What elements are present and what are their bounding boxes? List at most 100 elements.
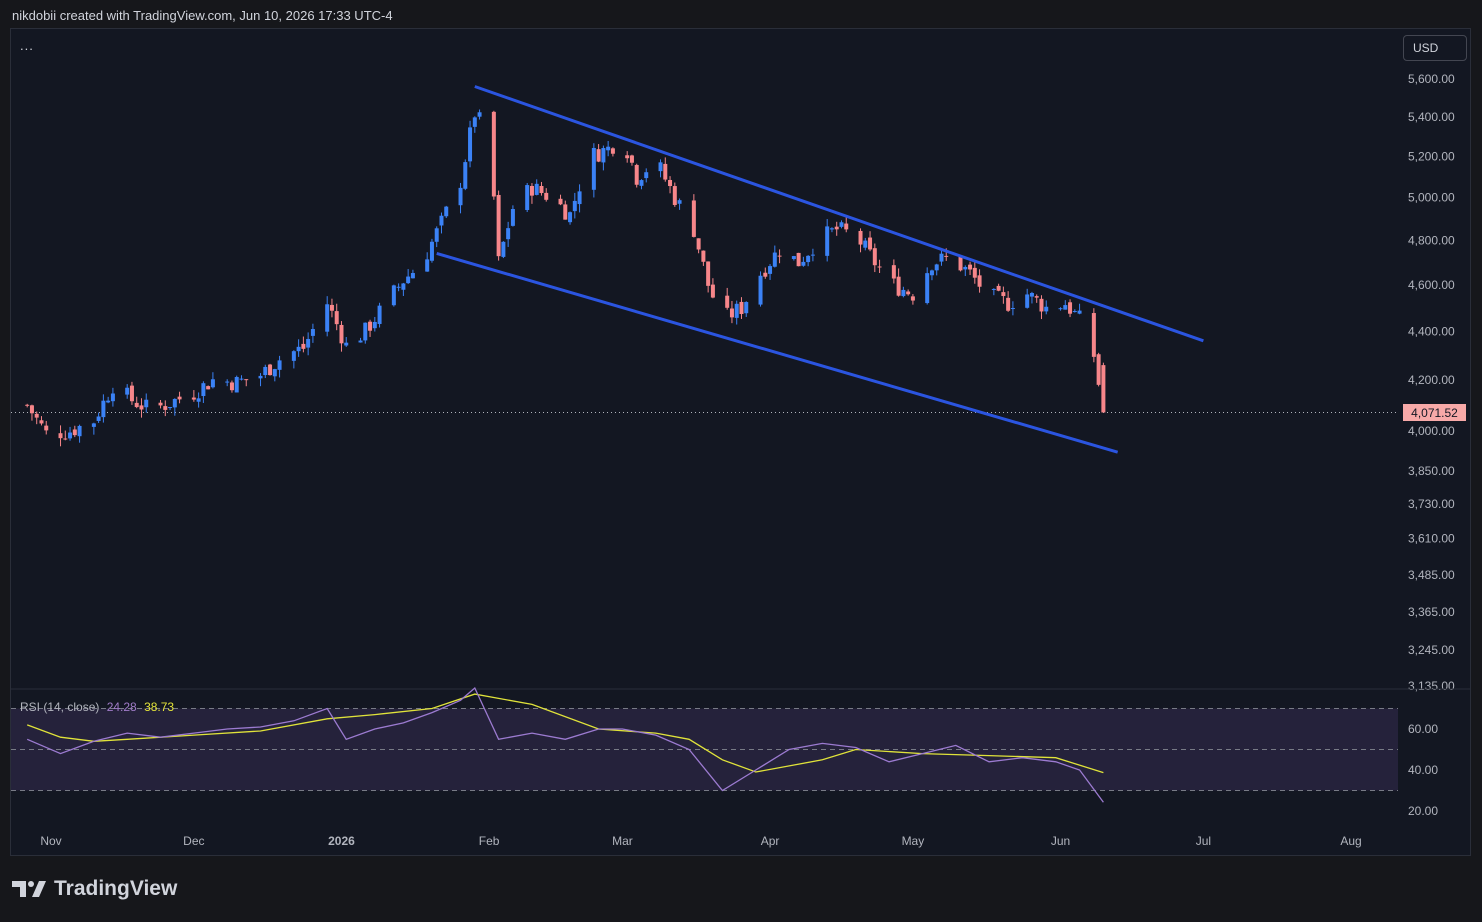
candle-body — [334, 311, 339, 325]
candle-body — [396, 286, 401, 288]
candle-body — [101, 400, 106, 418]
candle-body — [691, 200, 696, 237]
candle-body — [910, 296, 915, 301]
candle-body — [944, 255, 949, 257]
time-axis-tick-label: Aug — [1340, 834, 1361, 848]
tradingview-logo[interactable]: TradingView — [12, 877, 177, 901]
candle-body — [339, 324, 344, 344]
price-axis-tick-label: 3,850.00 — [1408, 464, 1455, 478]
candle-body — [196, 398, 201, 402]
candle-body — [72, 429, 77, 436]
candle-body — [634, 164, 639, 185]
price-axis-tick-label: 5,200.00 — [1408, 150, 1455, 164]
candle-body — [239, 378, 244, 380]
price-axis-tick-label: 5,400.00 — [1408, 110, 1455, 124]
candle-body — [963, 266, 968, 270]
candle-body — [563, 204, 568, 220]
candle-body — [163, 406, 168, 410]
candle-body — [401, 283, 406, 290]
rsi-legend[interactable]: RSI (14, close) 24.28 38.73 — [20, 700, 174, 714]
candle-body — [172, 398, 177, 408]
candle-body — [572, 200, 577, 212]
candle-body — [729, 308, 734, 318]
candle-body — [577, 191, 582, 205]
candle-body — [929, 270, 934, 276]
candle-body — [491, 111, 496, 197]
rsi-axis-tick-label: 20.00 — [1408, 804, 1438, 818]
candle-body — [91, 423, 96, 427]
candle-body — [134, 402, 139, 408]
candle-body — [1001, 292, 1006, 297]
rsi-axis-tick-label: 60.00 — [1408, 722, 1438, 736]
candle-body — [739, 301, 744, 315]
candle-body — [258, 375, 263, 379]
time-axis-tick-label: Mar — [612, 834, 633, 848]
candle-body — [406, 276, 411, 284]
candle-body — [363, 322, 368, 341]
candle-body — [191, 397, 196, 400]
candle-body — [372, 321, 377, 329]
time-axis-tick-label: Nov — [40, 834, 61, 848]
candle-body — [306, 338, 311, 348]
candle-body — [277, 360, 282, 370]
candle-body — [139, 405, 144, 410]
last-price-badge: 4,071.52 — [1403, 404, 1466, 421]
candle-body — [725, 295, 730, 308]
price-axis-tick-label: 5,600.00 — [1408, 72, 1455, 86]
candle-body — [801, 261, 806, 266]
time-axis-tick-label: Jun — [1051, 834, 1070, 848]
candle-body — [663, 163, 668, 180]
candle-body — [463, 162, 468, 189]
candle-body — [596, 149, 601, 162]
candle-body — [229, 382, 234, 391]
channel-upper-line — [474, 85, 1204, 343]
candle-body — [744, 302, 749, 314]
candle-body — [891, 265, 896, 279]
candle-body — [110, 393, 115, 402]
candle-body — [858, 230, 863, 245]
price-axis-tick-label: 5,000.00 — [1408, 191, 1455, 205]
candle-body — [996, 285, 1001, 291]
price-axis-tick-label: 4,600.00 — [1408, 278, 1455, 292]
candle-body — [677, 200, 682, 204]
candle-body — [310, 329, 315, 336]
candle-body — [901, 289, 906, 297]
candle-body — [29, 405, 34, 414]
candle-body — [625, 155, 630, 159]
chart-menu-button[interactable]: ... — [20, 38, 34, 53]
candle-body — [158, 402, 163, 406]
currency-selector[interactable]: USD — [1403, 35, 1467, 61]
candle-body — [972, 267, 977, 278]
candle-body — [601, 148, 606, 163]
time-axis-tick-label: Feb — [479, 834, 500, 848]
candle-body — [291, 351, 296, 361]
candle-body — [1025, 294, 1030, 308]
candle-body — [168, 407, 173, 409]
candle-body — [768, 266, 773, 274]
candle-body — [1091, 313, 1096, 357]
candle-body — [991, 288, 996, 290]
candle-body — [296, 346, 301, 352]
candle-body — [425, 259, 430, 272]
candle-body — [25, 404, 30, 406]
candle-body — [206, 386, 211, 390]
price-axis-tick-label: 3,245.00 — [1408, 643, 1455, 657]
candle-body — [706, 261, 711, 286]
rsi-axis-tick-label: 40.00 — [1408, 763, 1438, 777]
tradingview-logo-text: TradingView — [54, 877, 178, 900]
candle-body — [925, 273, 930, 304]
candle-body — [1029, 292, 1034, 297]
candle-body — [629, 155, 634, 163]
candle-body — [1010, 308, 1015, 310]
candle-body — [834, 226, 839, 230]
time-axis-tick-label: 2026 — [328, 834, 355, 848]
candle-body — [696, 238, 701, 250]
candle-body — [263, 366, 268, 376]
candle-body — [863, 240, 868, 248]
candle-body — [734, 303, 739, 318]
candle-body — [644, 172, 649, 179]
candle-body — [210, 379, 215, 388]
candle-body — [272, 369, 277, 377]
price-axis-tick-label: 4,200.00 — [1408, 373, 1455, 387]
